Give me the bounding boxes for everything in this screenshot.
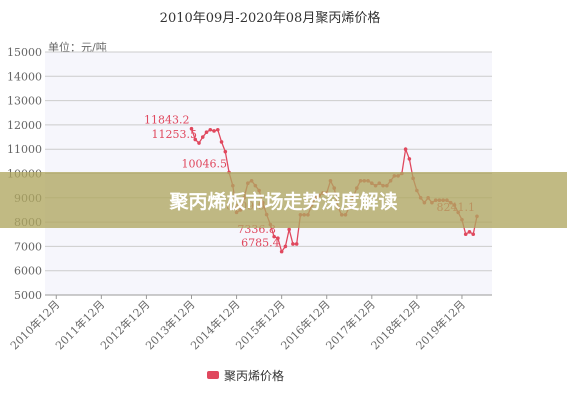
y-tick-label: 14000	[7, 70, 42, 83]
point	[193, 137, 198, 142]
point	[283, 244, 288, 249]
y-tick-label: 5000	[14, 289, 42, 302]
value-label: 11253.5	[152, 128, 198, 141]
y-tick-label: 13000	[7, 95, 42, 108]
y-tick-label: 6000	[14, 265, 42, 278]
value-label: 10046.5	[182, 157, 228, 170]
point	[200, 135, 205, 139]
y-tick-label: 11000	[7, 143, 42, 156]
point	[467, 230, 472, 234]
value-label: 11843.2	[144, 114, 190, 127]
point	[212, 129, 216, 133]
point	[279, 249, 284, 254]
point	[407, 157, 412, 161]
value-label: 6785.4	[241, 237, 280, 250]
point	[287, 227, 291, 232]
point	[294, 242, 299, 246]
point	[471, 232, 476, 237]
y-axis-label: 单位：元/吨	[48, 40, 107, 54]
point	[291, 242, 295, 246]
legend-label: 聚丙烯价格	[224, 368, 284, 383]
point	[276, 236, 280, 241]
point	[219, 140, 224, 144]
point	[204, 130, 209, 134]
y-tick-label: 12000	[7, 119, 42, 132]
point	[215, 127, 220, 132]
y-tick-label: 15000	[7, 46, 42, 59]
banner: 聚丙烯板市场走势深度解读	[0, 172, 567, 228]
point	[223, 149, 228, 154]
y-tick-label: 7000	[14, 240, 42, 253]
point	[272, 234, 276, 239]
point	[208, 127, 213, 132]
point	[403, 147, 408, 151]
legend-swatch	[207, 371, 219, 379]
point	[189, 126, 194, 131]
point	[463, 232, 468, 237]
point	[197, 141, 201, 145]
chart-title: 2010年09月-2020年08月聚丙烯价格	[160, 10, 381, 26]
